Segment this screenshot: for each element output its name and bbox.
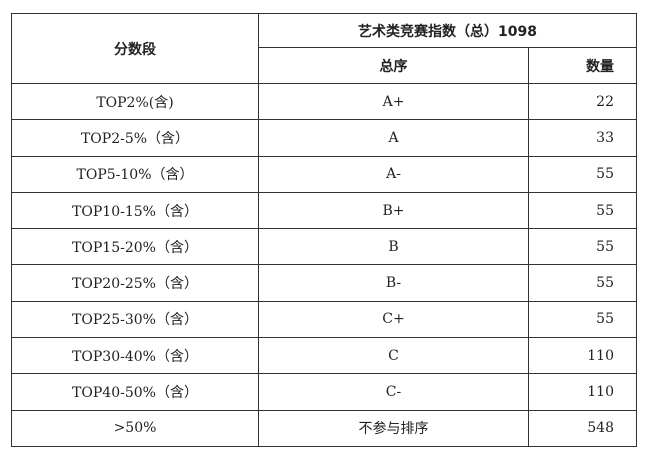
cell-segment: TOP2%(含) [11,82,259,121]
table-row: TOP10-15%（含） B+ 55 [11,191,637,230]
cell-rank: B- [258,264,529,302]
cell-rank: 不参与排序 [258,409,529,447]
cell-segment: >50% [11,409,259,447]
cell-rank: B+ [258,191,529,230]
cell-segment: TOP10-15%（含） [11,191,259,230]
cell-rank: C+ [258,300,529,339]
table-row: TOP2-5%（含） A 33 [11,119,637,157]
cell-segment: TOP15-20%（含） [11,228,259,266]
cell-segment: TOP25-30%（含） [11,300,259,339]
table-row: TOP2%(含) A+ 22 [11,82,637,121]
cell-count: 55 [528,300,637,339]
cell-count: 110 [528,337,637,375]
cell-rank: A+ [258,82,529,121]
cell-segment: TOP40-50%（含） [11,373,259,411]
cell-rank: B [258,228,529,266]
cell-count: 55 [528,228,637,266]
cell-count: 22 [528,82,637,121]
table-row: >50% 不参与排序 548 [11,409,637,447]
ranking-table: 分数段 艺术类竞赛指数（总）1098 总序 数量 TOP2%(含) A+ 22 TOP… [11,13,637,447]
cell-count: 110 [528,373,637,411]
table-row: TOP5-10%（含） A- 55 [11,155,637,193]
table-row: TOP30-40%（含） C 110 [11,337,637,375]
table-row: TOP20-25%（含） B- 55 [11,264,637,302]
header-count: 数量 [528,47,637,84]
cell-rank: C- [258,373,529,411]
cell-count: 548 [528,409,637,447]
cell-segment: TOP5-10%（含） [11,155,259,193]
header-row: 分数段 艺术类竞赛指数（总）1098 [11,13,637,84]
header-group-title: 艺术类竞赛指数（总）1098 [258,13,637,48]
cell-rank: A- [258,155,529,193]
table-row: TOP40-50%（含） C- 110 [11,373,637,411]
cell-count: 33 [528,119,637,157]
cell-segment: TOP30-40%（含） [11,337,259,375]
cell-segment: TOP2-5%（含） [11,119,259,157]
cell-rank: C [258,337,529,375]
header-subrow: 总序 数量 [12,47,637,84]
cell-segment: TOP20-25%（含） [11,264,259,302]
cell-count: 55 [528,191,637,230]
cell-count: 55 [528,155,637,193]
cell-rank: A [258,119,529,157]
cell-count: 55 [528,264,637,302]
header-segment: 分数段 [11,13,259,84]
header-rank: 总序 [258,47,529,84]
table-row: TOP25-30%（含） C+ 55 [11,300,637,339]
table-row: TOP15-20%（含） B 55 [11,228,637,266]
